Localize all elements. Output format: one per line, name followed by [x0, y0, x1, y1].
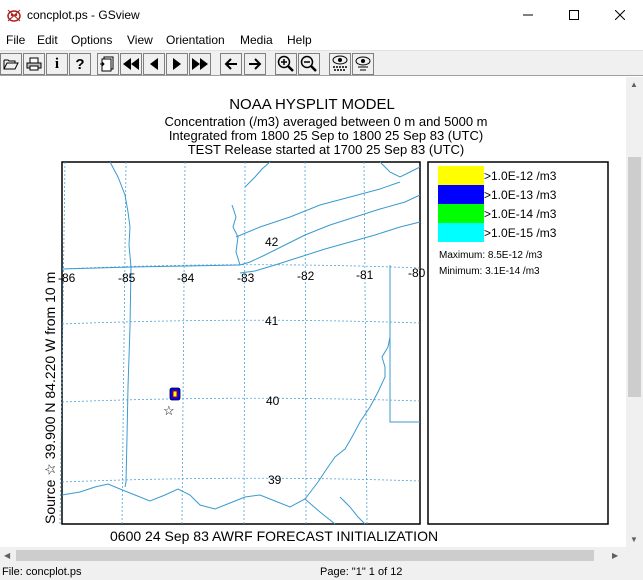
horizontal-scrollbar[interactable]: ◀ ▶: [0, 547, 626, 564]
lon-label-80: -80: [408, 266, 426, 280]
plot-subtitle-concentration: Concentration (/m3) averaged between 0 m…: [164, 114, 487, 129]
forward-button[interactable]: [244, 53, 266, 75]
legend-label-1e-13: >1.0E-13 /m3: [484, 188, 557, 202]
plot-title: NOAA HYSPLIT MODEL: [229, 96, 395, 113]
scroll-up-icon[interactable]: ▲: [630, 80, 638, 89]
scroll-down-icon[interactable]: ▼: [630, 535, 638, 544]
first-page-button[interactable]: [120, 53, 142, 75]
close-button[interactable]: [597, 0, 643, 30]
legend-label-1e-15: >1.0E-15 /m3: [484, 226, 557, 240]
next-page-icon: [173, 58, 181, 70]
lon-label-83: -83: [237, 271, 255, 285]
legend-label-1e-14: >1.0E-14 /m3: [484, 207, 557, 221]
zoom-out-button[interactable]: [298, 53, 320, 75]
window-title: concplot.ps - GSview: [27, 8, 140, 22]
lat-labels: 42 41 40 39: [265, 235, 282, 487]
horizontal-scroll-thumb[interactable]: [16, 550, 594, 561]
plot-footer: 0600 24 Sep 83 AWRF FORECAST INITIALIZAT…: [110, 528, 438, 544]
open-button[interactable]: [0, 53, 22, 75]
scroll-left-icon[interactable]: ◀: [4, 551, 11, 560]
magnify-button[interactable]: [352, 53, 374, 75]
magnify-icon: [355, 56, 371, 71]
menu-edit[interactable]: Edit: [37, 33, 58, 47]
status-page: Page: "1" 1 of 12: [320, 566, 403, 578]
forward-icon: [249, 58, 262, 70]
magnify-abc-button[interactable]: [329, 53, 351, 75]
hysplit-plot: NOAA HYSPLIT MODEL Concentration (/m3) a…: [42, 96, 609, 544]
menu-media[interactable]: Media: [240, 33, 273, 47]
lon-labels: -86 -85 -84 -83 -82 -81 -80: [58, 266, 426, 285]
legend-swatch-1e-13: [438, 185, 484, 204]
info-icon: i: [54, 55, 60, 72]
goto-page-icon: [100, 56, 114, 72]
help-icon: ?: [75, 55, 85, 73]
menu-help[interactable]: Help: [287, 33, 312, 47]
document-view[interactable]: NOAA HYSPLIT MODEL Concentration (/m3) a…: [0, 77, 626, 547]
close-icon: [615, 10, 625, 20]
last-page-icon: [192, 58, 208, 70]
lon-label-84: -84: [177, 271, 195, 285]
plot-subtitle-release: TEST Release started at 1700 25 Sep 83 (…: [188, 142, 465, 157]
vertical-scrollbar[interactable]: ▲ ▼: [626, 77, 643, 547]
legend: >1.0E-12 /m3 >1.0E-13 /m3 >1.0E-14 /m3 >…: [438, 166, 557, 277]
toolbar: i ?: [0, 50, 643, 76]
status-file: File: concplot.ps: [2, 566, 82, 578]
menu-view[interactable]: View: [127, 33, 153, 47]
menu-options[interactable]: Options: [71, 33, 113, 47]
last-page-button[interactable]: [189, 53, 211, 75]
scroll-right-icon[interactable]: ▶: [612, 551, 619, 560]
legend-swatch-1e-12: [438, 166, 484, 185]
gsview-app-icon: [7, 9, 21, 22]
map-frame: [61, 161, 421, 525]
menu-bar: File Edit Options View Orientation Media…: [0, 30, 643, 50]
open-icon: [3, 59, 19, 70]
print-icon: [26, 57, 42, 71]
scrollbar-corner: [626, 547, 643, 564]
plot-subtitle-integrated: Integrated from 1800 25 Sep to 1800 25 S…: [169, 128, 483, 143]
map-boundaries: [61, 161, 421, 525]
legend-label-1e-12: >1.0E-12 /m3: [484, 169, 557, 183]
prev-page-icon: [150, 58, 158, 70]
source-star-icon: ☆: [163, 403, 175, 418]
lat-label-41: 41: [265, 314, 279, 328]
print-button[interactable]: [23, 53, 45, 75]
legend-swatch-1e-15: [438, 223, 484, 242]
zoom-out-icon: [300, 55, 317, 72]
prev-page-button[interactable]: [143, 53, 165, 75]
lon-label-81: -81: [356, 268, 374, 282]
menu-file[interactable]: File: [6, 33, 26, 47]
legend-swatch-1e-14: [438, 204, 484, 223]
maximize-icon: [569, 10, 579, 20]
minimize-button[interactable]: [505, 0, 551, 30]
back-icon: [224, 58, 237, 70]
source-location-label: Source ☆ 39.900 N 84.220 W from 10 m: [42, 272, 58, 524]
lon-label-85: -85: [118, 271, 136, 285]
status-bar: File: concplot.ps Page: "1" 1 of 12: [0, 564, 643, 580]
lon-grid-lines: [59, 161, 368, 525]
concentration-plume: [169, 387, 181, 401]
title-bar: concplot.ps - GSview: [0, 0, 643, 30]
next-page-button[interactable]: [166, 53, 188, 75]
lat-label-42: 42: [265, 235, 279, 249]
goto-page-button[interactable]: [97, 53, 119, 75]
vertical-scroll-thumb[interactable]: [628, 157, 641, 397]
lat-label-39: 39: [268, 473, 282, 487]
zoom-in-icon: [277, 55, 294, 72]
zoom-in-button[interactable]: [275, 53, 297, 75]
info-button[interactable]: i: [46, 53, 68, 75]
menu-orientation[interactable]: Orientation: [166, 33, 225, 47]
first-page-icon: [123, 58, 139, 70]
minimize-icon: [523, 14, 533, 16]
help-button[interactable]: ?: [69, 53, 91, 75]
magnify-abc-icon: [332, 55, 348, 71]
back-button[interactable]: [220, 53, 242, 75]
maximize-button[interactable]: [551, 0, 597, 30]
minimum-value: Minimum: 3.1E-14 /m3: [439, 266, 540, 277]
maximum-value: Maximum: 8.5E-12 /m3: [439, 250, 543, 261]
lat-label-40: 40: [266, 394, 280, 408]
lon-label-86: -86: [58, 271, 76, 285]
lon-label-82: -82: [297, 269, 315, 283]
